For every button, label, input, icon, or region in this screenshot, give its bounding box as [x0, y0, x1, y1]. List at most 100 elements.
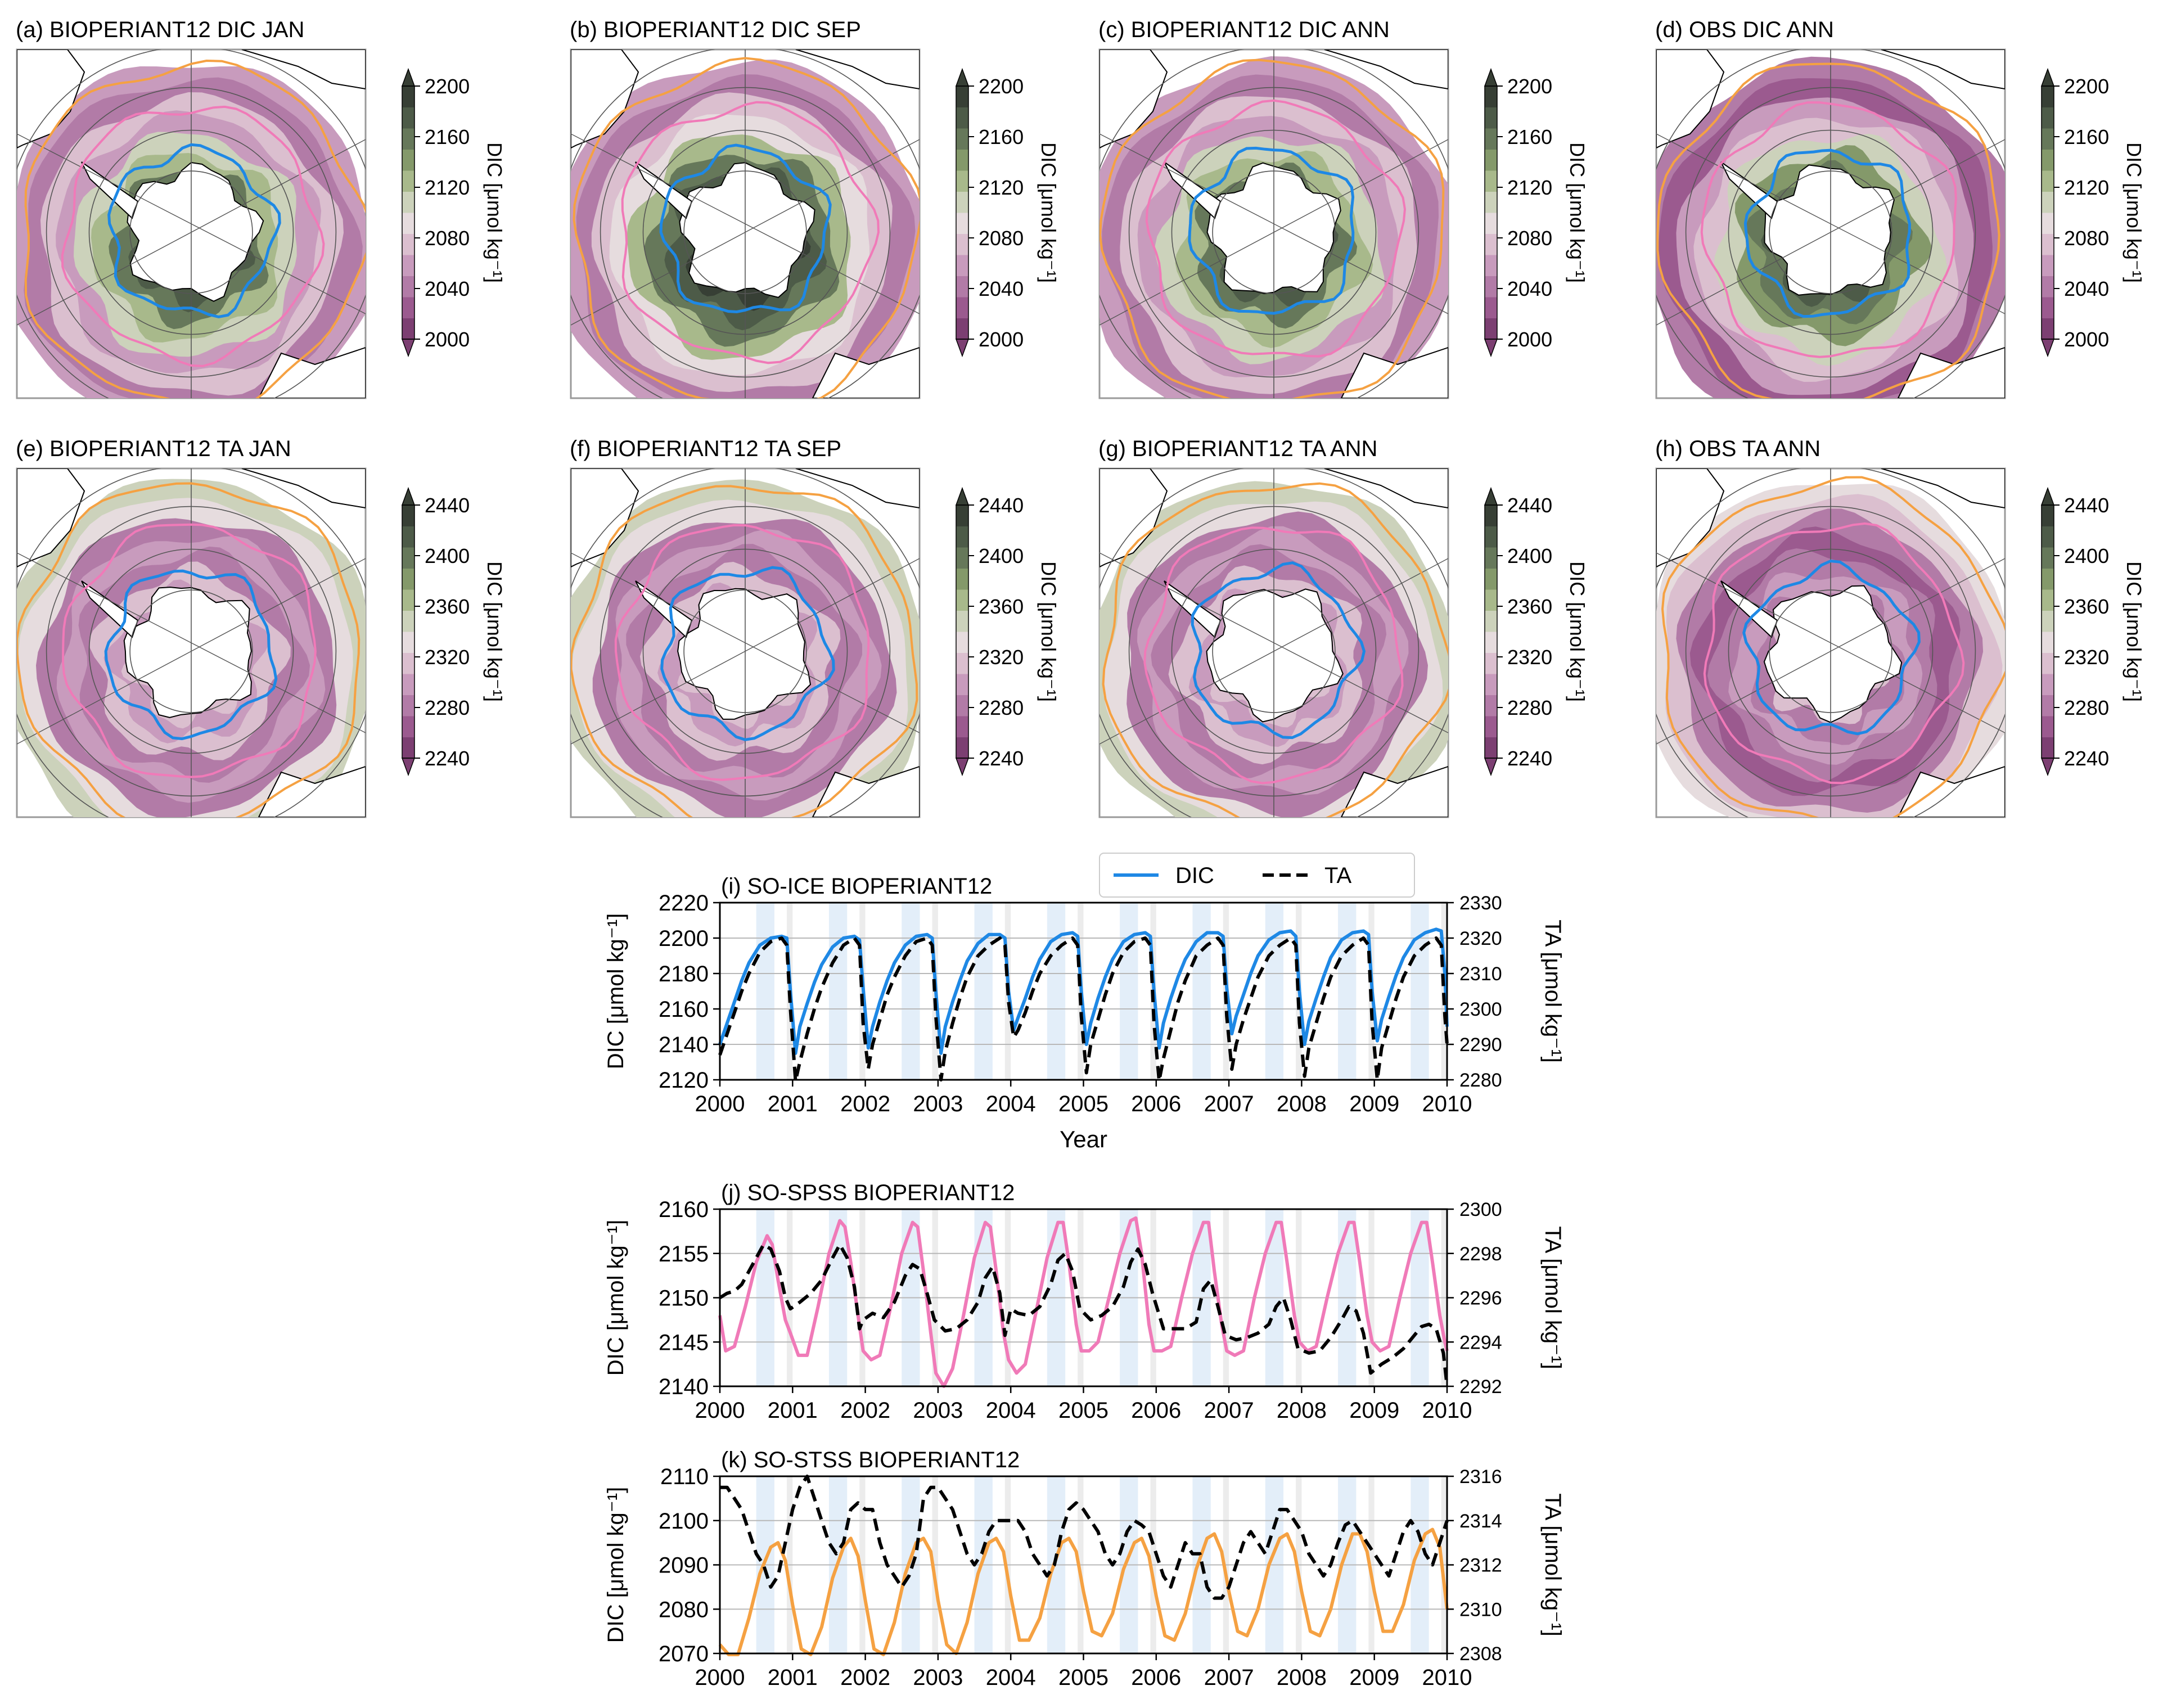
- colorbar-extend-bottom: [955, 758, 970, 777]
- y-axis-label: DIC [μmol kg⁻¹]: [603, 1487, 628, 1643]
- winter-band: [1338, 903, 1357, 1080]
- colorbar-tick-label: 2280: [1507, 696, 1552, 719]
- y-tick-label: 2160: [659, 1197, 709, 1222]
- map-panel: (b) BIOPERIANT12 DIC SEP 2000 2040 2080 2120…: [570, 17, 1060, 399]
- colorbar-segment: [2042, 632, 2054, 653]
- y-tick-label: 2070: [659, 1642, 709, 1666]
- colorbar-tick-label: 2160: [979, 125, 1024, 148]
- colorbar-segment: [2042, 737, 2054, 759]
- antarctica-land: [679, 162, 815, 298]
- colorbar-segment: [956, 149, 968, 171]
- colorbar-segment: [402, 610, 414, 632]
- y-tick-label: 2160: [659, 997, 709, 1022]
- colorbar-segment: [2042, 297, 2054, 318]
- colorbar-tick-label: 2000: [425, 328, 470, 351]
- colorbar-tick-label: 2200: [979, 75, 1024, 98]
- colorbar-segment: [1485, 170, 1497, 192]
- dic-series-line: [718, 1216, 1449, 1388]
- south-america-land: [1656, 468, 1725, 568]
- antarctica-land: [123, 587, 252, 718]
- y2-tick-label: 2316: [1459, 1466, 1502, 1488]
- colorbar-extend-bottom: [1484, 758, 1498, 777]
- colorbar-segment: [2042, 505, 2054, 526]
- meridian-line: [1099, 552, 1448, 733]
- spss-contour: [1145, 99, 1407, 358]
- x-tick-label: 2004: [986, 1665, 1036, 1690]
- colorbar-segment: [402, 233, 414, 255]
- meridian-line: [571, 139, 920, 326]
- y2-tick-label: 2296: [1459, 1288, 1502, 1309]
- colorbar-frame: [1484, 85, 1498, 340]
- colorbar-segment: [1485, 674, 1497, 695]
- y2-tick-label: 2300: [1459, 999, 1502, 1020]
- map-title: (a) BIOPERIANT12 DIC JAN: [16, 17, 304, 42]
- map-panel: (e) BIOPERIANT12 TA JAN 2240 2280 2320 2360 2…: [16, 436, 506, 818]
- south-america-land: [1099, 49, 1168, 149]
- colorbar-tick-label: 2320: [425, 646, 470, 669]
- colorbar-segment: [402, 695, 414, 716]
- colorbar-frame: [402, 85, 415, 340]
- x-tick-label: 2003: [913, 1665, 963, 1690]
- x-tick-label: 2002: [840, 1092, 890, 1116]
- colorbar-segment: [2042, 276, 2054, 298]
- map-field: [571, 49, 920, 398]
- winter-band: [1411, 903, 1429, 1080]
- ta-series-line: [718, 936, 1449, 1083]
- colorbar-segment: [402, 547, 414, 569]
- africa-land: [241, 468, 366, 509]
- colorbar-tick-label: 2440: [1507, 494, 1552, 517]
- africa-land: [1324, 468, 1448, 509]
- colorbar-segment: [402, 191, 414, 213]
- colorbar-tick-label: 2080: [425, 227, 470, 250]
- south-america-land: [1099, 468, 1168, 568]
- colorbar-segment: [2042, 547, 2054, 569]
- x-tick-label: 2007: [1204, 1665, 1254, 1690]
- colorbar-segment: [2042, 318, 2054, 340]
- peninsula-land: [635, 580, 693, 638]
- colorbar-label: DIC [μmol kg⁻¹]: [483, 142, 506, 283]
- y2-tick-label: 2300: [1459, 1199, 1502, 1220]
- x-tick-label: 2003: [913, 1398, 963, 1423]
- colorbar-segment: [1485, 255, 1497, 276]
- colorbar-tick-label: 2120: [2064, 176, 2109, 199]
- colorbar-segment: [1485, 297, 1497, 318]
- colorbar-tick-label: 2000: [979, 328, 1024, 351]
- map-title: (c) BIOPERIANT12 DIC ANN: [1098, 17, 1390, 42]
- africa-land: [1881, 468, 2005, 509]
- map-title: (f) BIOPERIANT12 TA SEP: [570, 436, 841, 461]
- colorbar-tick-label: 2120: [979, 176, 1024, 199]
- x-tick-label: 2001: [768, 1665, 818, 1690]
- y-tick-label: 2120: [659, 1068, 709, 1093]
- y-tick-label: 2180: [659, 962, 709, 986]
- spss-contour: [1143, 526, 1404, 785]
- africa-land: [1881, 49, 2005, 90]
- y-axis-label: DIC [μmol kg⁻¹]: [603, 913, 628, 1070]
- y2-tick-label: 2310: [1459, 1599, 1502, 1620]
- y2-tick-label: 2298: [1459, 1243, 1502, 1265]
- colorbar-segment: [2042, 213, 2054, 234]
- africa-land: [795, 468, 920, 509]
- colorbar-segment: [1485, 107, 1497, 129]
- colorbar-segment: [2042, 86, 2054, 107]
- spss-contour: [1703, 522, 1965, 785]
- y-tick-label: 2155: [659, 1242, 709, 1267]
- colorbar-segment: [1485, 632, 1497, 653]
- x-tick-label: 2008: [1277, 1665, 1327, 1690]
- colorbar-segment: [1485, 213, 1497, 234]
- x-tick-label: 2008: [1277, 1092, 1327, 1116]
- x-tick-label: 2007: [1204, 1398, 1254, 1423]
- colorbar-segment: [402, 318, 414, 340]
- y2-tick-label: 2280: [1459, 1070, 1502, 1091]
- colorbar-tick-label: 2040: [425, 277, 470, 300]
- colorbar-segment: [1485, 652, 1497, 674]
- colorbar-extend-top: [401, 486, 416, 506]
- colorbar-frame: [956, 504, 969, 759]
- spss-contour: [61, 105, 325, 367]
- colorbar-segment: [402, 149, 414, 171]
- colorbar-tick-label: 2360: [425, 595, 470, 618]
- ice-contour: [104, 569, 278, 741]
- colorbar-tick-label: 2240: [2064, 747, 2109, 770]
- y2-tick-label: 2314: [1459, 1511, 1502, 1532]
- colorbar-segment: [2042, 149, 2054, 171]
- colorbar-tick-label: 2200: [1507, 75, 1552, 98]
